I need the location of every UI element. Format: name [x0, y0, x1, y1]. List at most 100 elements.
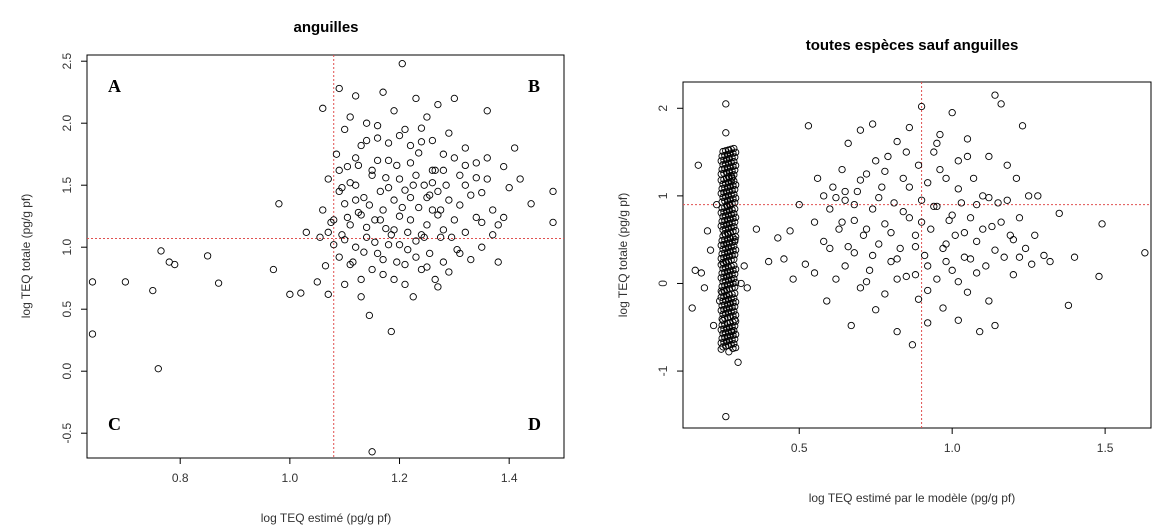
data-point — [896, 244, 904, 253]
x-tick-label: 0.8 — [172, 471, 189, 485]
chart-left-y-ticks: -0.5 0.0 0.5 1.0 1.5 2.0 2.5 — [60, 53, 87, 444]
data-point — [371, 216, 379, 224]
data-point — [420, 181, 428, 189]
data-point — [829, 183, 837, 191]
data-point — [706, 246, 715, 254]
data-point — [343, 162, 352, 171]
data-point — [847, 321, 855, 330]
data-point — [985, 152, 993, 161]
data-point — [379, 255, 387, 264]
data-point — [954, 185, 962, 193]
y-tick-label: 1.0 — [60, 239, 74, 256]
data-point — [362, 233, 371, 241]
data-point — [991, 91, 999, 99]
data-point — [442, 181, 450, 189]
data-point — [406, 141, 415, 150]
data-point — [740, 262, 748, 270]
quadrant-label-a: A — [108, 76, 121, 96]
y-tick-label: 2.5 — [60, 53, 74, 70]
data-point — [365, 201, 374, 209]
data-point — [269, 265, 278, 274]
data-point — [801, 260, 810, 268]
data-point — [920, 251, 929, 260]
data-point — [393, 258, 401, 266]
data-point — [979, 225, 987, 233]
data-point — [316, 233, 324, 241]
data-point — [500, 162, 508, 171]
data-point — [948, 211, 956, 219]
data-point — [376, 187, 384, 196]
data-point — [881, 290, 889, 298]
data-point — [905, 183, 914, 191]
data-point — [390, 275, 398, 284]
data-point — [319, 104, 327, 112]
data-point — [373, 249, 382, 258]
data-point — [966, 255, 975, 263]
data-point — [149, 286, 157, 295]
data-point — [868, 120, 877, 128]
data-point — [893, 255, 901, 263]
data-point — [917, 102, 926, 111]
data-point — [717, 170, 725, 178]
data-point — [939, 244, 947, 253]
data-point — [868, 251, 877, 260]
data-point — [780, 255, 788, 263]
data-point — [719, 343, 727, 351]
data-point — [752, 225, 761, 233]
data-point — [505, 184, 513, 192]
data-point — [957, 199, 966, 207]
data-point — [1031, 231, 1039, 239]
data-point — [302, 228, 310, 236]
data-point — [718, 315, 726, 323]
data-point — [1000, 253, 1008, 261]
data-point — [786, 227, 794, 235]
data-point — [933, 139, 941, 147]
quadrant-label-b: B — [528, 76, 540, 96]
data-point — [960, 229, 969, 237]
data-point — [324, 175, 332, 183]
data-point — [924, 179, 932, 187]
data-point — [436, 233, 445, 241]
data-point — [341, 125, 349, 134]
data-point — [319, 206, 327, 214]
data-point — [899, 207, 907, 216]
quadrant-label-d: D — [528, 414, 541, 434]
data-point — [963, 135, 972, 143]
y-tick-label: 2.0 — [60, 115, 74, 132]
data-point — [942, 257, 950, 266]
data-point — [688, 304, 696, 312]
data-point — [841, 196, 849, 204]
data-point — [1012, 174, 1021, 183]
data-point — [335, 84, 343, 93]
data-point — [352, 196, 360, 204]
data-point — [171, 260, 179, 269]
data-point — [721, 230, 729, 238]
data-point — [1064, 301, 1073, 310]
data-point — [415, 149, 423, 157]
data-point — [844, 139, 852, 147]
y-tick-label: 0.0 — [60, 363, 74, 380]
data-point — [1009, 271, 1018, 279]
data-point — [927, 225, 935, 233]
data-point — [406, 193, 415, 202]
data-point — [324, 228, 332, 236]
data-point — [850, 216, 858, 225]
data-point — [395, 212, 404, 220]
data-point — [335, 166, 343, 174]
data-point — [412, 94, 420, 103]
data-point — [439, 258, 448, 266]
data-point — [954, 316, 962, 324]
data-point — [991, 321, 999, 330]
data-point — [373, 134, 382, 142]
data-point — [341, 280, 349, 289]
data-point — [478, 243, 486, 251]
data-point — [395, 131, 404, 140]
data-point — [960, 253, 969, 261]
data-point — [393, 161, 401, 170]
data-point — [859, 231, 868, 239]
data-point — [412, 237, 420, 245]
data-point — [979, 192, 987, 200]
y-tick-label: 0.5 — [60, 301, 74, 318]
data-point — [368, 166, 376, 174]
data-point — [703, 227, 712, 235]
